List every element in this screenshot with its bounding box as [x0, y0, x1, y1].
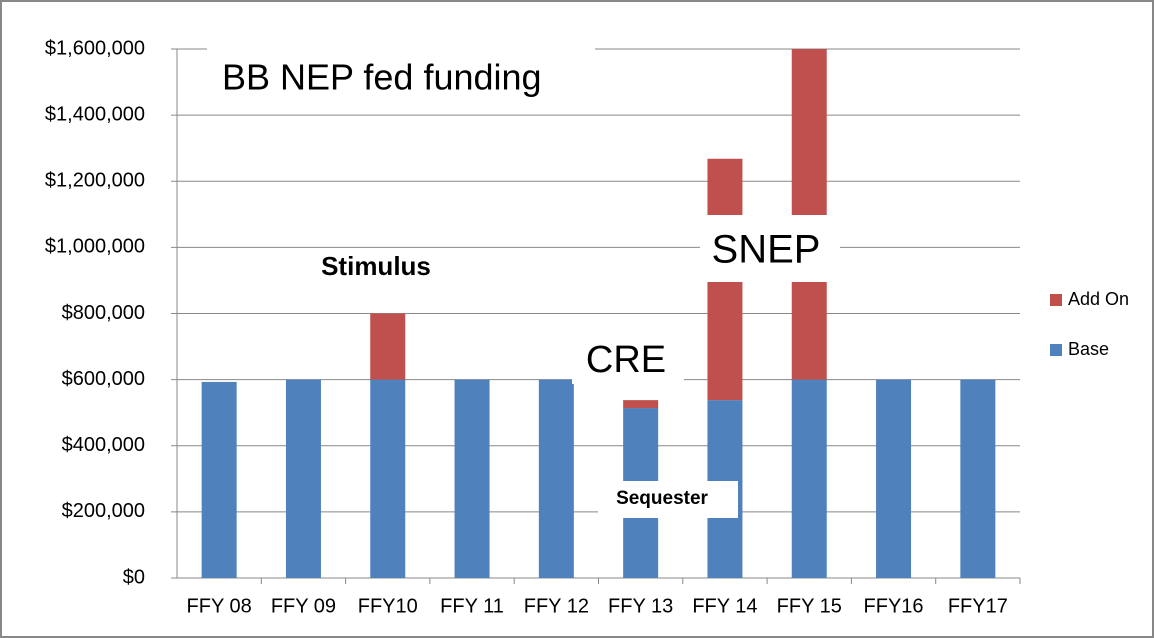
bar-segment: [791, 379, 827, 578]
y-tick-label: $400,000: [62, 434, 145, 456]
x-tick-label: FFY 11: [440, 595, 504, 617]
x-tick-label: FFY 12: [524, 595, 589, 617]
bar-segment: [960, 379, 996, 578]
y-tick-label: $600,000: [62, 368, 145, 390]
annotation: CRE: [586, 339, 666, 381]
bar-segment: [623, 400, 659, 409]
y-tick-label: $1,400,000: [45, 103, 145, 125]
legend-label: Add On: [1068, 289, 1129, 309]
annotation: SNEP: [712, 228, 821, 272]
x-tick-label: FFY10: [358, 595, 418, 617]
x-tick-label: FFY17: [948, 595, 1008, 617]
bar-segment: [370, 313, 406, 380]
annotation: Sequester: [616, 488, 708, 509]
annotation-box: [598, 481, 738, 518]
y-tick-label: $1,000,000: [45, 236, 145, 258]
title-box: [207, 42, 595, 108]
y-tick-label: $200,000: [62, 500, 145, 522]
legend-swatch: [1050, 344, 1062, 356]
bar-segment: [876, 379, 912, 578]
x-tick-label: FFY16: [864, 595, 924, 617]
bar-segment: [370, 379, 406, 578]
x-tick-label: FFY 09: [271, 595, 336, 617]
bar-segment: [538, 379, 574, 578]
bar-segment: [791, 49, 827, 380]
annotation-box: [572, 338, 684, 384]
bar-segment: [201, 381, 237, 578]
bar-segment: [285, 379, 321, 578]
legend-swatch: [1050, 294, 1062, 306]
annotation-box: [700, 215, 840, 282]
y-tick-label: $0: [123, 566, 145, 588]
legend-label: Base: [1068, 339, 1109, 359]
y-tick-label: $1,600,000: [45, 37, 145, 59]
y-tick-label: $1,200,000: [45, 170, 145, 192]
y-tick-label: $800,000: [62, 302, 145, 324]
x-tick-label: FFY 13: [608, 595, 673, 617]
x-tick-label: FFY 08: [187, 595, 252, 617]
x-tick-label: FFY 14: [692, 595, 757, 617]
chart-title: BB NEP fed funding: [222, 57, 542, 98]
annotation: Stimulus: [321, 251, 431, 281]
x-tick-label: FFY 15: [777, 595, 842, 617]
bar-segment: [454, 379, 490, 578]
